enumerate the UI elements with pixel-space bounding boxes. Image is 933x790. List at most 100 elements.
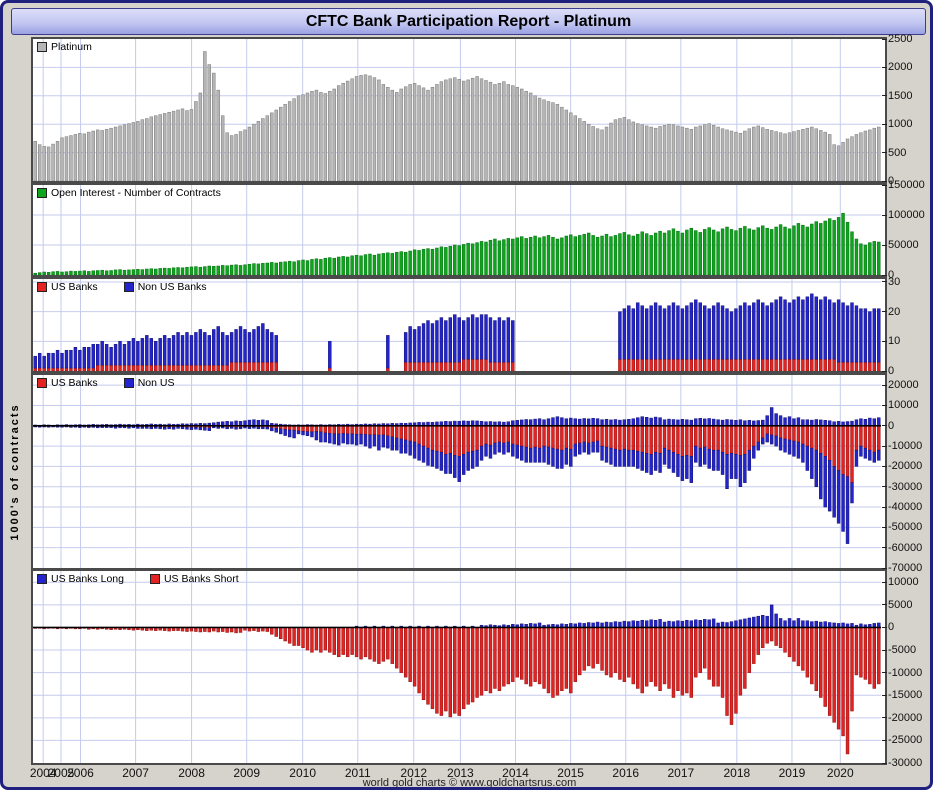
us-banks-count-bar [765,358,769,371]
non-us-banks-short-bar [234,427,238,430]
us-banks-short-bar [475,627,479,698]
banks-long-bar [801,419,805,427]
non-us-banks-count-bar [511,320,515,363]
non-us-banks-short-bar [296,430,301,435]
open-interest-bar [774,226,778,275]
us-banks-short-bar [854,425,859,451]
non-us-banks-short-bar [582,441,586,453]
open-interest-bar [82,270,87,275]
us-banks-short-bar [444,627,448,712]
us-banks-short-bar [363,627,368,658]
non-us-banks-count-bar [109,347,113,366]
non-us-banks-count-bar [435,320,439,363]
non-us-banks-count-bar [707,308,711,360]
banks-long-bar [649,417,653,427]
open-interest-bar [131,269,136,275]
platinum-price-bar [78,133,82,181]
banks-long-bar [551,417,555,427]
open-interest-bar [854,238,859,275]
banks-long-bar [694,418,698,427]
us-banks-short-bar [368,425,372,436]
platinum-price-bar [582,121,586,181]
non-us-banks-short-bar [484,443,488,457]
platinum-price-bar [484,80,488,181]
non-us-banks-count-bar [627,305,631,360]
non-us-banks-short-bar [131,426,136,429]
us-banks-short-bar [292,627,296,646]
us-banks-count-bar [189,364,194,371]
us-banks-short-bar [729,425,734,454]
platinum-price-bar [600,129,604,181]
x-year-label: 2008 [178,766,205,780]
non-us-banks-count-bar [685,305,689,360]
banks-long-bar [644,417,649,427]
platinum-price-bar [444,79,448,181]
open-interest-bar [787,228,792,275]
us-banks-short-bar [680,425,685,457]
non-us-banks-count-bar [185,332,189,366]
y-tick-label: 100000 [888,209,925,221]
us-banks-count-bar [140,364,145,371]
open-interest-bar [497,240,502,275]
y-tick-label: -20000 [888,460,923,473]
us-banks-long-bar [627,621,631,628]
us-banks-short-bar [850,627,854,712]
us-banks-long-bar [636,620,640,628]
y-tick-mark [882,404,887,406]
non-us-banks-short-bar [256,426,261,430]
y-tick-mark [882,604,887,606]
us-banks-short-bar [372,425,377,435]
non-us-banks-short-bar [453,455,457,478]
platinum-price-bar [810,126,814,181]
us-banks-short-bar [872,627,877,689]
platinum-price-bar [823,131,827,181]
us-banks-short-bar [381,627,386,662]
us-banks-count-bar [680,358,685,371]
us-banks-short-bar [466,425,470,453]
platinum-price-bar [439,81,444,181]
open-interest-bar [582,233,586,275]
us-banks-count-bar [234,361,238,371]
x-year-label: 2015 [557,766,584,780]
us-banks-long-bar [671,621,676,628]
platinum-price-bar [546,101,551,181]
us-banks-short-bar [390,425,394,438]
us-banks-short-bar [604,425,609,448]
non-us-banks-count-bar [212,329,216,366]
non-us-banks-count-bar [720,305,725,360]
non-us-banks-short-bar [796,441,801,459]
non-us-banks-count-bar [78,349,82,369]
us-banks-count-bar [207,364,211,371]
us-banks-count-bar [64,367,69,371]
platinum-price-bar [359,75,363,181]
non-us-banks-short-bar [470,450,475,469]
platinum-price-bar [877,126,881,181]
us-banks-long-bar [792,620,796,628]
banks-long-bar [796,417,801,427]
y-tick-label: 1500 [888,89,913,102]
open-interest-bar [296,260,301,275]
open-interest-bar [653,232,658,275]
platinum-price-bar [448,78,453,181]
non-us-banks-short-bar [546,446,551,465]
platinum-price-bar [332,88,336,181]
non-us-banks-short-bar [328,433,332,444]
us-banks-count-bar [698,358,702,371]
non-us-banks-short-bar [332,433,336,445]
open-interest-bar [578,235,582,275]
platinum-price-bar [421,87,426,181]
y-tick-label: 5000 [888,598,913,611]
us-banks-short-bar [542,627,546,689]
us-banks-short-bar [667,627,671,689]
banks-long-bar [520,419,524,427]
us-banks-short-bar [644,425,649,454]
us-banks-count-bar [444,361,448,371]
open-interest-bar [586,232,591,275]
platinum-price-bar [854,134,859,181]
non-us-banks-short-bar [363,434,368,447]
us-banks-short-bar [827,627,832,716]
us-banks-short-bar [502,627,506,687]
open-interest-bar [91,270,95,275]
us-banks-count-bar [198,364,203,371]
banks-long-bar [573,418,577,427]
